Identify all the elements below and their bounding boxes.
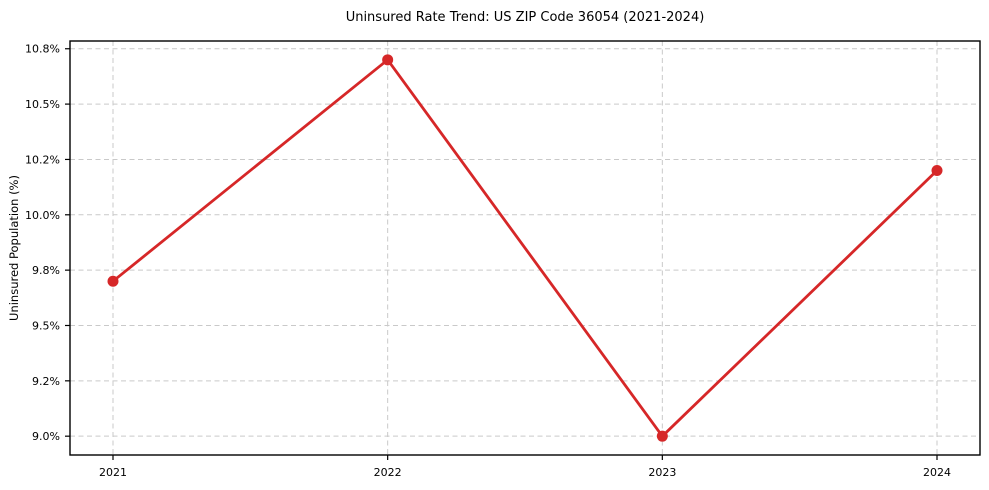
x-tick-label: 2022 <box>374 466 402 479</box>
x-tick-label: 2023 <box>648 466 676 479</box>
y-tick-label: 9.5% <box>32 319 60 332</box>
data-point <box>107 275 119 287</box>
chart-title: Uninsured Rate Trend: US ZIP Code 36054 … <box>345 10 705 25</box>
x-tick-label: 2024 <box>923 466 951 479</box>
y-axis-label: Uninsured Population (%) <box>7 175 21 321</box>
y-tick-label: 10.0% <box>25 209 60 222</box>
y-tick-label: 9.2% <box>32 375 60 388</box>
data-point <box>382 54 394 66</box>
y-tick-label: 10.5% <box>25 98 60 111</box>
y-tick-label: 10.8% <box>25 43 60 56</box>
trend-line <box>111 58 939 438</box>
y-tick-label: 9.8% <box>32 264 60 277</box>
data-point <box>656 430 668 442</box>
plot-spines <box>69 40 981 456</box>
data-point <box>931 165 943 177</box>
y-tick-label: 9.0% <box>32 430 60 443</box>
x-tick-label: 2021 <box>99 466 127 479</box>
y-tick-label: 10.2% <box>25 153 60 166</box>
